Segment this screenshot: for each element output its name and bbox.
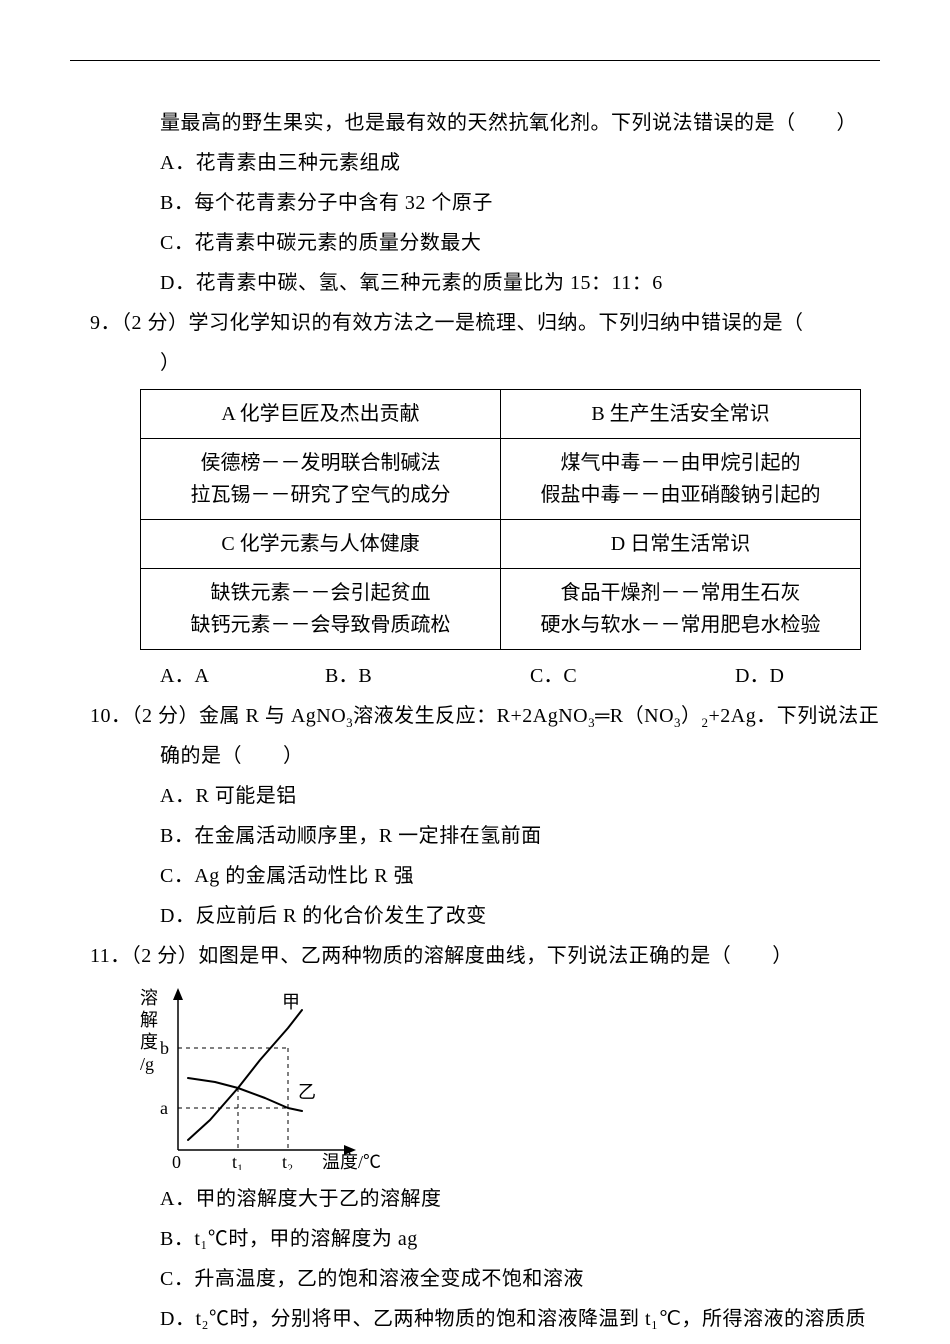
q10-stem-part-e: +2Ag．下列说法正 xyxy=(709,705,880,727)
svg-text:a: a xyxy=(160,1098,168,1118)
q11-option-c: C．升高温度，乙的饱和溶液全变成不饱和溶液 xyxy=(70,1259,880,1299)
q10-sub3-3: 3 xyxy=(674,715,681,730)
q8-stem-tail: 量最高的野生果实，也是最有效的天然抗氧化剂。下列说法错误的是（ ） xyxy=(70,103,880,143)
q9-option-b: B．B xyxy=(325,656,525,696)
q10-option-a: A．R 可能是铝 xyxy=(70,776,880,816)
q9-table-cell: 食品干燥剂－－常用生石灰硬水与软水－－常用肥皂水检验 xyxy=(501,569,861,650)
q8-option-d: D．花青素中碳、氢、氧三种元素的质量比为 15：11：6 xyxy=(70,263,880,303)
q9-table-cell: 煤气中毒－－由甲烷引起的假盐中毒－－由亚硝酸钠引起的 xyxy=(501,439,861,520)
q9-option-c: C．C xyxy=(530,656,730,696)
q9-option-a: A．A xyxy=(160,656,320,696)
q10-sub2: 2 xyxy=(702,715,709,730)
q11-chart: 溶解度/g 温度/℃ 0 t₁ t₂ a b 甲乙 xyxy=(70,980,880,1175)
svg-text:甲: 甲 xyxy=(282,992,300,1012)
svg-text:0: 0 xyxy=(172,1152,181,1170)
q11-option-b: B．t₁℃时，甲的溶解度为 ag xyxy=(70,1219,880,1259)
q10-stem-part-c: ═R（NO xyxy=(595,705,674,727)
q10-option-b: B．在金属活动顺序里，R 一定排在氢前面 xyxy=(70,816,880,856)
q10-option-d: D．反应前后 R 的化合价发生了改变 xyxy=(70,896,880,936)
q9-table-cell: 缺铁元素－－会引起贫血缺钙元素－－会导致骨质疏松 xyxy=(141,569,501,650)
svg-text:t₁: t₁ xyxy=(232,1152,243,1170)
q9-table-cell: C 化学元素与人体健康 xyxy=(141,520,501,569)
q9-table-cell: D 日常生活常识 xyxy=(501,520,861,569)
q9-table-cell: B 生产生活安全常识 xyxy=(501,390,861,439)
q10-stem-part-b: 溶液发生反应：R+2AgNO xyxy=(353,705,588,727)
svg-text:度: 度 xyxy=(140,1032,158,1052)
svg-text:/g: /g xyxy=(140,1054,154,1074)
q9-table-cell: A 化学巨匠及杰出贡献 xyxy=(141,390,501,439)
q10-stem-part-a: 10．（2 分）金属 R 与 AgNO xyxy=(90,705,346,727)
svg-text:乙: 乙 xyxy=(298,1082,316,1102)
top-rule xyxy=(70,60,880,61)
q9-options-row: A．A B．B C．C D．D xyxy=(70,656,880,696)
q9-table: A 化学巨匠及杰出贡献B 生产生活安全常识侯德榜－－发明联合制碱法拉瓦锡－－研究… xyxy=(140,389,861,650)
q8-option-b: B．每个花青素分子中含有 32 个原子 xyxy=(70,183,880,223)
q9-stem-line2: ） xyxy=(70,343,880,383)
q11-option-d: D．t₂℃时，分别将甲、乙两种物质的饱和溶液降温到 t₁℃，所得溶液的溶质质 xyxy=(70,1299,880,1339)
q9-option-d: D．D xyxy=(735,656,784,696)
q10-stem-part-d: ） xyxy=(681,705,702,727)
svg-text:温度/℃: 温度/℃ xyxy=(322,1152,380,1170)
q10-stem-line1: 10．（2 分）金属 R 与 AgNO3溶液发生反应：R+2AgNO3═R（NO… xyxy=(70,696,880,736)
q9-table-cell: 侯德榜－－发明联合制碱法拉瓦锡－－研究了空气的成分 xyxy=(141,439,501,520)
q9-stem-line1: 9．（2 分）学习化学知识的有效方法之一是梳理、归纳。下列归纳中错误的是（ xyxy=(70,303,880,343)
svg-text:t₂: t₂ xyxy=(282,1152,293,1170)
svg-text:b: b xyxy=(160,1038,169,1058)
q10-option-c: C．Ag 的金属活动性比 R 强 xyxy=(70,856,880,896)
q11-stem: 11．（2 分）如图是甲、乙两种物质的溶解度曲线，下列说法正确的是（ ） xyxy=(70,936,880,976)
q11-option-a: A．甲的溶解度大于乙的溶解度 xyxy=(70,1179,880,1219)
q10-stem-line2: 确的是（ ） xyxy=(70,736,880,776)
q8-option-c: C．花青素中碳元素的质量分数最大 xyxy=(70,223,880,263)
svg-text:解: 解 xyxy=(140,1010,158,1030)
q8-option-a: A．花青素由三种元素组成 xyxy=(70,143,880,183)
svg-text:溶: 溶 xyxy=(140,988,158,1008)
